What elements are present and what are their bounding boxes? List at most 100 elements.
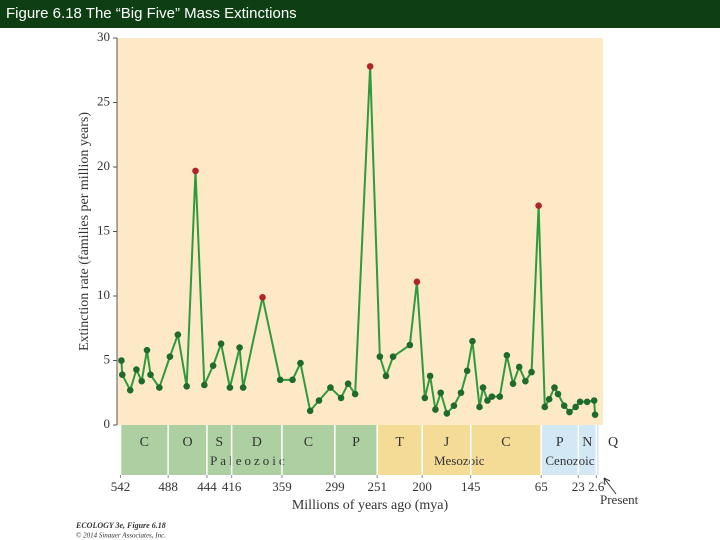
data-point (389, 353, 397, 360)
data-point (183, 383, 190, 390)
data-point (426, 372, 434, 380)
x-tick-label: 542 (111, 479, 131, 494)
plot-background (117, 38, 603, 425)
data-point (138, 377, 145, 385)
data-point (226, 384, 234, 391)
y-tick-label: 30 (97, 29, 110, 44)
data-point (297, 359, 304, 367)
data-point (276, 376, 284, 384)
data-point (289, 376, 296, 384)
data-point (583, 398, 591, 406)
data-point (503, 352, 511, 359)
x-axis-label: Millions of years ago (mya) (292, 498, 449, 513)
x-tick-label: 359 (272, 479, 292, 494)
data-point (545, 395, 553, 403)
x-tick-label: 2.6 (588, 479, 605, 494)
data-point (576, 398, 584, 406)
data-point (566, 408, 573, 416)
data-point (484, 397, 491, 404)
x-tick-label: 251 (367, 479, 387, 494)
y-tick-label: 5 (104, 351, 111, 366)
data-point (590, 397, 598, 404)
data-point (515, 363, 523, 371)
x-tick-label: 488 (158, 479, 178, 494)
data-point (469, 337, 476, 345)
data-point (174, 331, 182, 339)
data-point (509, 380, 517, 388)
data-point (201, 381, 208, 389)
era-label: Paleozoic (210, 453, 288, 468)
data-point (344, 380, 352, 388)
period-label: C (304, 435, 313, 450)
data-point (192, 167, 199, 175)
data-point (406, 341, 414, 349)
x-tick-label: 444 (197, 479, 217, 494)
period-label: P (556, 435, 564, 450)
y-tick-label: 20 (97, 158, 110, 173)
y-axis-label: Extinction rate (families per million ye… (77, 112, 92, 351)
era-label: Mesozoic (434, 453, 485, 468)
data-point (457, 389, 465, 397)
title: Figure 6.18 The “Big Five” Mass Extincti… (6, 5, 297, 22)
data-point (450, 402, 458, 409)
data-point (496, 393, 504, 400)
data-point (376, 353, 384, 360)
data-point (488, 393, 496, 400)
y-tick-label: 15 (97, 222, 110, 237)
period-label: T (395, 435, 404, 450)
y-tick-label: 10 (97, 287, 110, 302)
data-point (554, 390, 562, 398)
data-point (327, 384, 334, 391)
data-point (118, 357, 125, 364)
data-point (541, 403, 549, 411)
period-label: C (140, 435, 149, 450)
annotation: Present (600, 492, 639, 507)
data-point (337, 394, 345, 402)
period-label: O (183, 435, 193, 450)
data-point (209, 362, 217, 369)
data-point (432, 406, 439, 413)
title-bar: Figure 6.18 The “Big Five” Mass Extincti… (0, 0, 720, 28)
footer: © 2014 Sinauer Associates, Inc. (76, 532, 166, 540)
data-point (476, 403, 483, 411)
data-point (166, 353, 174, 360)
data-point (463, 367, 471, 375)
period-label: C (501, 435, 510, 450)
data-point (366, 63, 374, 70)
data-point (236, 344, 243, 351)
y-tick-label: 0 (104, 416, 111, 431)
period-label: J (444, 435, 450, 450)
x-tick-label: 200 (412, 479, 432, 494)
data-point (217, 340, 225, 348)
data-point (591, 411, 599, 418)
data-point (306, 407, 314, 415)
data-point (479, 384, 487, 391)
x-tick-label: 416 (222, 479, 242, 494)
footer: ECOLOGY 3e, Figure 6.18 (75, 521, 166, 530)
data-point (522, 377, 529, 385)
data-point (535, 202, 542, 209)
data-point (551, 384, 558, 391)
data-point (239, 384, 247, 391)
data-point (259, 293, 266, 301)
data-point (156, 384, 163, 391)
period-label: P (352, 435, 360, 450)
data-point (126, 386, 134, 394)
period-label: Q (608, 435, 618, 450)
era-band (377, 425, 542, 475)
data-point (133, 366, 140, 373)
era-band (541, 425, 599, 475)
period-label: N (582, 435, 592, 450)
x-tick-label: 23 (572, 479, 585, 494)
data-point (421, 394, 429, 402)
data-point (528, 368, 535, 376)
x-tick-label: 299 (325, 479, 345, 494)
data-point (315, 397, 323, 404)
data-point (382, 372, 390, 380)
data-point (351, 390, 359, 398)
data-point (437, 389, 445, 397)
data-point (443, 410, 451, 417)
annotation-arrow (603, 477, 617, 495)
x-tick-label: 145 (461, 479, 481, 494)
